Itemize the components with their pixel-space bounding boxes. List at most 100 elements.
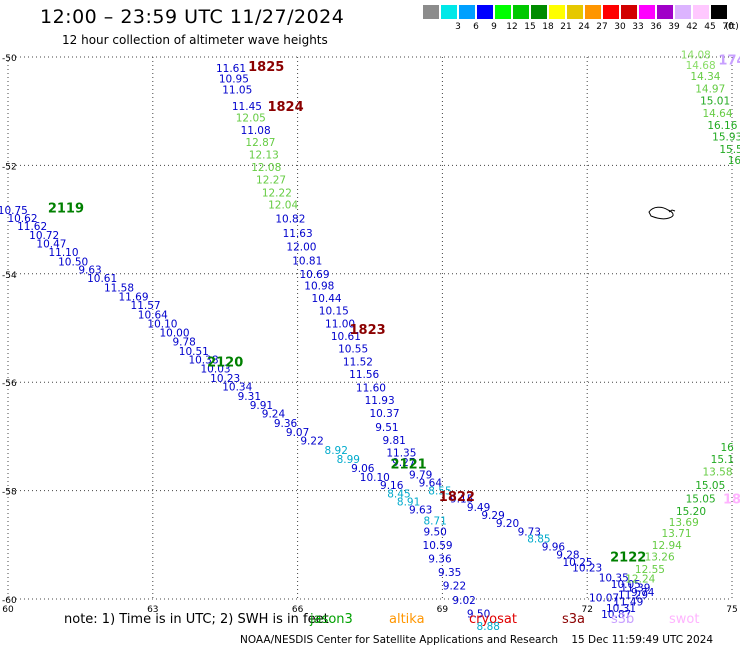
wave-height-value: 9.36 [428,553,452,565]
legend-label: 27 [596,22,608,32]
page-subtitle: 12 hour collection of altimeter wave hei… [62,33,328,47]
wave-height-value: 9.16 [380,480,404,492]
wave-height-value: 9.81 [382,435,405,447]
wave-height-value: 9.29 [481,510,504,522]
wave-height-value: 13.69 [669,517,699,529]
wave-height-value: 14.68 [686,60,716,72]
pass-id-label-edge: 174 [718,54,740,69]
wave-height-value: 11.69 [118,292,148,304]
wave-height-value: 12.22 [262,188,292,200]
wave-height-value: 10.00 [159,327,189,339]
wave-height-value: 14.08 [681,49,711,61]
wave-height-value: 11.10 [48,247,78,259]
lon-tick-label: 63 [147,605,158,615]
legend-label: 33 [632,22,644,32]
wave-height-value: 15.05 [686,494,716,506]
wave-height-value: 10.59 [423,540,453,552]
wave-height-value: 10.62 [7,213,37,225]
pass-id-label: 2120 [207,356,243,371]
legend-swatch [513,5,529,19]
wave-height-value: 11.57 [131,300,161,312]
credit-line: NOAA/NESDIS Center for Satellite Applica… [240,634,713,646]
lat-tick-label: -54 [2,271,17,281]
wave-height-value: 9.22 [300,436,323,448]
pass-id-label: 1824 [267,100,303,115]
legend-swatch [693,5,709,19]
credit-text: NOAA/NESDIS Center for Satellite Applica… [240,634,558,646]
wave-height-value: 10.05 [611,579,641,591]
wave-height-value: 11.93 [365,395,395,407]
wave-height-value: 15.01 [700,95,730,107]
wave-height-value: 10.61 [331,331,361,343]
wave-height-value: 10.10 [360,472,390,484]
wave-height-value: 10.82 [275,214,305,226]
wave-height-value: 12.04 [268,199,298,211]
wave-height-value: 9.49 [467,502,490,514]
legend-label: 45 [704,22,716,32]
wave-height-value: 10.69 [299,269,329,281]
wave-height-value: 12.55 [635,564,665,576]
satellite-s3b-label: s3b [611,612,635,627]
legend-label: 12 [506,22,518,32]
wave-height-value: 9.63 [78,264,101,276]
wave-height-value: 9.74 [631,587,655,599]
wave-height-value: 12.87 [245,137,275,149]
wave-height-value: 13.71 [661,528,691,540]
wave-height-value: 9.35 [438,567,461,579]
footnote: note: 1) Time is in UTC; 2) SWH is in fe… [64,612,329,627]
pass-id-label: 2122 [610,551,646,566]
wave-height-value: 11.45 [232,101,262,113]
satellite-swot-label: swot [669,612,700,627]
pass-id-label: 2119 [48,202,84,217]
wave-height-value: 12.08 [251,162,281,174]
wave-height-value: 9.96 [542,541,566,553]
wave-height-value: 10.23 [572,563,602,575]
legend-swatch [603,5,619,19]
wave-height-value: 8.85 [527,533,550,545]
wave-height-value: 11.05 [222,85,252,97]
pass-id-label-edge: 18 [723,493,740,508]
legend-label: 3 [455,22,461,32]
lon-tick-label: 69 [437,605,449,615]
wave-height-value: 12.94 [652,540,682,552]
legend-label: 36 [650,22,662,32]
track-labels: 1825 1824 2119 1823 2120 2121 1822 2122 174 18 [48,54,740,566]
wave-height-value: 11.52 [343,357,373,369]
coastline [648,206,676,220]
legend-label: 18 [542,22,554,32]
legend-swatch [423,5,439,19]
credit-timestamp: 15 Dec 11:59:49 UTC 2024 [571,634,714,646]
pass-id-label: 1825 [248,60,284,75]
wave-height-value: 10.98 [304,281,334,293]
wave-height-value: 10.15 [319,306,349,318]
wave-height-value: 10.10 [147,319,177,331]
wave-height-value: 10.03 [201,364,231,376]
satellite-cryosat-label: cryosat [469,612,517,627]
legend-swatch [549,5,565,19]
wave-height-value: 11.61 [216,63,246,75]
wave-height-value: 14.97 [695,83,725,95]
legend-label: 70 [722,22,734,32]
wave-height-value: 8.91 [397,496,420,508]
wave-height-value: 9.50 [423,526,446,538]
wave-height-value: 10.55 [338,344,368,356]
wave-height-value: 10.51 [179,346,209,358]
legend-swatch [567,5,583,19]
legend-swatch [531,5,547,19]
wave-height-value: 9.50 [467,609,490,621]
legend-swatch [639,5,655,19]
satellite-jason3-label: jason3 [310,612,353,627]
wave-height-value: 14.64 [702,108,732,120]
wave-height-value: 8.45 [387,488,410,500]
wave-height-value: 12.24 [625,573,655,585]
wave-height-value: 9.73 [518,526,541,538]
wave-height-value: 9.36 [274,418,298,430]
legend-label: 24 [578,22,590,32]
wave-height-value: 8.99 [337,454,360,466]
legend-swatch [585,5,601,19]
island-outline [648,206,674,220]
wave-height-value: 8.88 [477,621,500,633]
legend-label: 21 [560,22,572,32]
lat-tick-label: -58 [2,488,17,498]
